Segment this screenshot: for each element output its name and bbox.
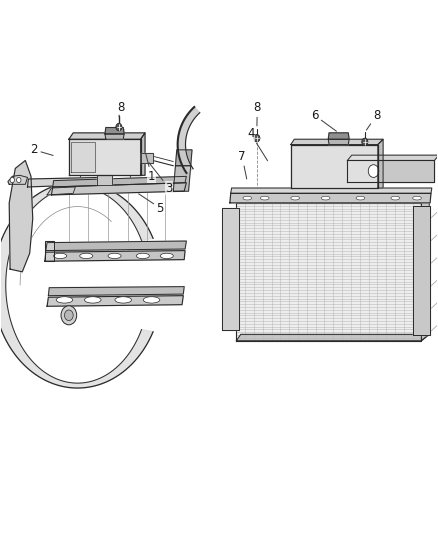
Ellipse shape	[56, 297, 73, 303]
Polygon shape	[237, 197, 429, 203]
Polygon shape	[347, 160, 434, 182]
Ellipse shape	[85, 297, 101, 303]
Polygon shape	[231, 188, 432, 193]
Circle shape	[116, 123, 122, 131]
Polygon shape	[230, 193, 431, 203]
Text: 4: 4	[247, 127, 268, 161]
Circle shape	[10, 177, 14, 183]
Text: 8: 8	[366, 109, 380, 130]
Ellipse shape	[321, 196, 330, 200]
Circle shape	[61, 306, 77, 325]
Ellipse shape	[260, 196, 269, 200]
Polygon shape	[176, 150, 192, 166]
Text: 8: 8	[254, 101, 261, 126]
Polygon shape	[0, 182, 153, 388]
Polygon shape	[53, 176, 186, 187]
Polygon shape	[291, 139, 383, 144]
Text: 7: 7	[238, 150, 247, 179]
Circle shape	[17, 177, 21, 183]
Polygon shape	[46, 241, 186, 251]
Ellipse shape	[160, 253, 173, 259]
Polygon shape	[47, 187, 75, 195]
Polygon shape	[237, 203, 421, 341]
Circle shape	[368, 165, 379, 177]
Ellipse shape	[80, 253, 93, 259]
Text: 3: 3	[149, 163, 173, 195]
Polygon shape	[71, 142, 95, 172]
Ellipse shape	[356, 196, 365, 200]
Polygon shape	[291, 144, 378, 188]
Text: 5: 5	[138, 194, 164, 215]
Polygon shape	[178, 107, 200, 173]
Text: 1: 1	[146, 154, 155, 183]
Polygon shape	[97, 175, 113, 185]
Text: 8: 8	[117, 101, 125, 116]
Ellipse shape	[53, 253, 67, 259]
Circle shape	[254, 134, 260, 142]
Polygon shape	[51, 183, 186, 195]
Polygon shape	[48, 287, 184, 296]
Polygon shape	[237, 334, 429, 341]
Polygon shape	[328, 139, 349, 144]
Polygon shape	[378, 139, 383, 188]
Polygon shape	[141, 133, 145, 175]
Polygon shape	[45, 241, 53, 261]
Text: 2: 2	[30, 143, 53, 156]
Ellipse shape	[108, 253, 121, 259]
Polygon shape	[45, 251, 185, 261]
Polygon shape	[173, 166, 191, 191]
Circle shape	[362, 138, 368, 146]
Ellipse shape	[291, 196, 300, 200]
Polygon shape	[69, 133, 145, 139]
Ellipse shape	[391, 196, 399, 200]
Circle shape	[64, 310, 73, 320]
Polygon shape	[69, 139, 141, 175]
Polygon shape	[9, 160, 33, 272]
Ellipse shape	[243, 196, 252, 200]
Polygon shape	[328, 133, 349, 139]
Polygon shape	[141, 152, 153, 163]
Ellipse shape	[143, 297, 160, 303]
Polygon shape	[413, 206, 430, 335]
Ellipse shape	[136, 253, 149, 259]
Polygon shape	[105, 127, 124, 134]
Text: 6: 6	[311, 109, 336, 131]
Polygon shape	[105, 134, 124, 139]
Ellipse shape	[115, 297, 131, 303]
Polygon shape	[28, 177, 102, 187]
Polygon shape	[8, 175, 28, 184]
Polygon shape	[421, 197, 429, 341]
Ellipse shape	[413, 196, 421, 200]
Polygon shape	[47, 296, 184, 306]
Polygon shape	[222, 208, 239, 330]
Polygon shape	[347, 155, 438, 160]
